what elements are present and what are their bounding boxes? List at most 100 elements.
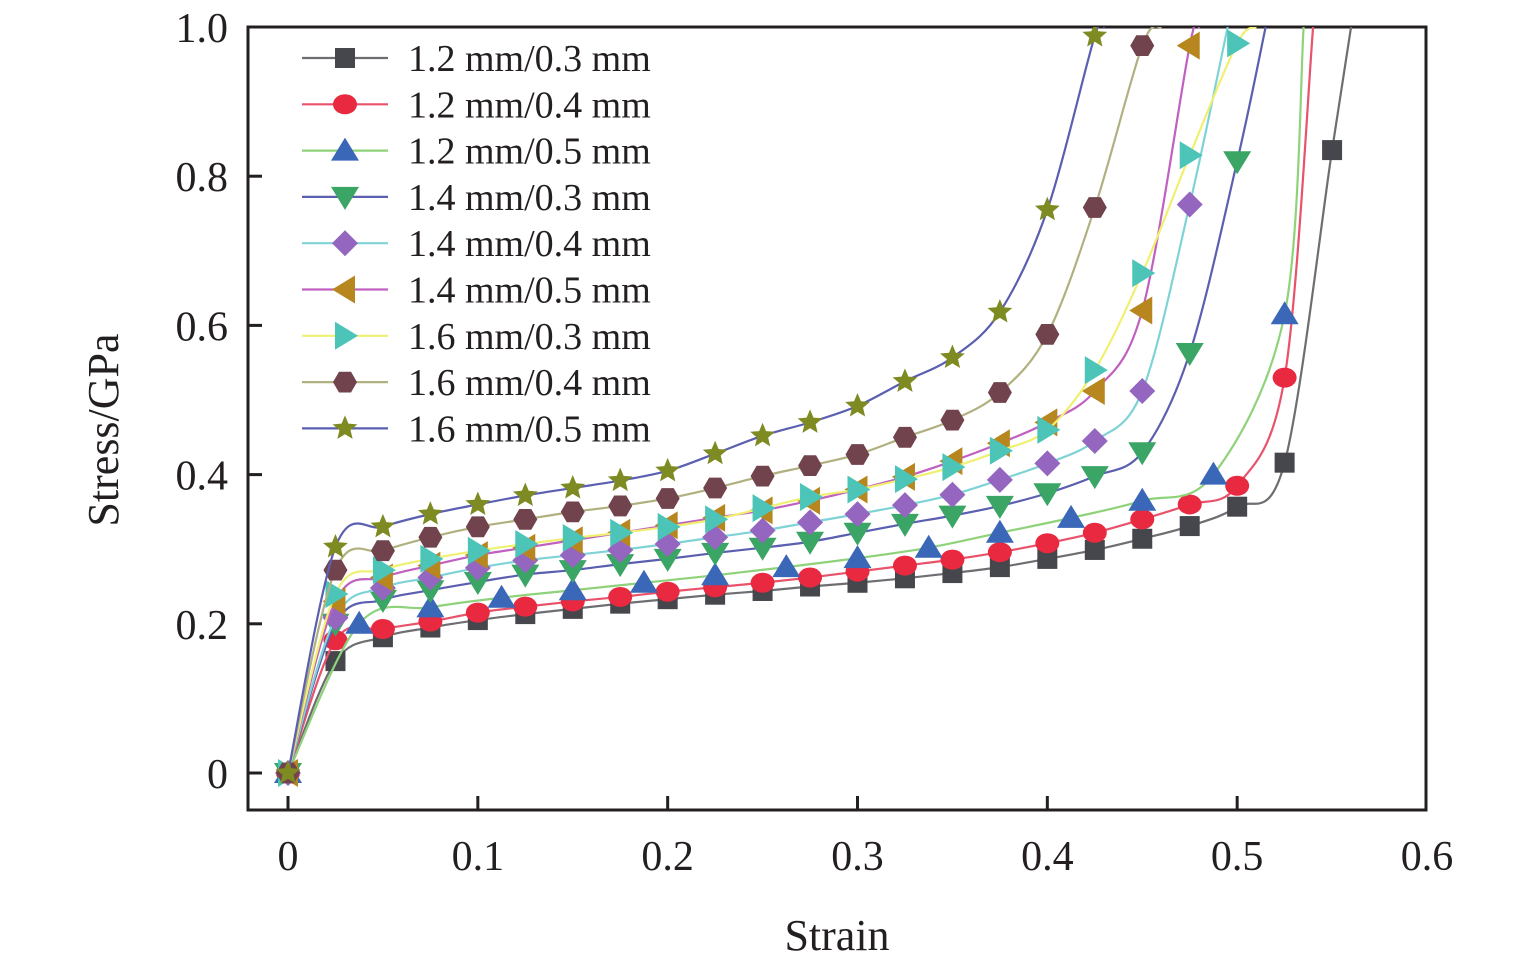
data-point <box>940 409 965 431</box>
data-point <box>1081 428 1108 455</box>
data-point <box>463 572 492 596</box>
data-point <box>703 477 728 499</box>
data-point <box>607 467 633 492</box>
data-point <box>562 524 586 553</box>
data-point <box>655 581 680 602</box>
data-point <box>940 344 965 368</box>
legend-marker <box>332 415 358 439</box>
legend-item: 1.4 mm/0.3 mm <box>302 177 651 219</box>
series-line <box>286 27 1315 774</box>
data-point <box>705 505 729 534</box>
data-point <box>513 596 538 617</box>
data-point <box>608 586 633 607</box>
data-point <box>275 760 301 784</box>
data-point <box>1037 548 1058 569</box>
data-point <box>772 554 801 578</box>
legend-item: 1.2 mm/0.3 mm <box>302 38 651 80</box>
legend-marker <box>332 275 355 304</box>
data-point <box>940 549 965 570</box>
data-point <box>1057 504 1086 528</box>
legend-label: 1.4 mm/0.4 mm <box>408 223 651 265</box>
legend-marker <box>335 48 355 68</box>
data-point <box>1034 196 1060 221</box>
data-point <box>844 501 871 528</box>
legend-label: 1.2 mm/0.3 mm <box>408 38 651 80</box>
data-point <box>465 516 490 538</box>
data-point <box>368 589 397 613</box>
data-point <box>370 513 396 538</box>
data-point <box>843 545 872 569</box>
data-point <box>1270 301 1299 325</box>
data-point <box>1179 516 1200 537</box>
data-point <box>465 491 491 515</box>
data-point <box>892 555 917 576</box>
data-point <box>702 440 728 465</box>
data-point <box>1177 494 1202 515</box>
legend-item: 1.4 mm/0.5 mm <box>302 270 651 312</box>
data-point <box>800 482 824 511</box>
legend-item: 1.4 mm/0.4 mm <box>302 223 651 265</box>
data-point <box>370 540 395 562</box>
data-point <box>416 594 445 618</box>
legend: 1.2 mm/0.3 mm1.2 mm/0.4 mm1.2 mm/0.5 mm1… <box>302 38 651 450</box>
data-point <box>701 542 730 566</box>
data-point <box>796 531 825 555</box>
data-point <box>558 560 587 584</box>
data-point <box>325 579 349 608</box>
data-point <box>1225 475 1250 496</box>
data-point <box>987 542 1012 563</box>
legend-marker <box>333 371 357 393</box>
data-point <box>1132 528 1153 549</box>
y-tick-label: 0.8 <box>176 155 229 201</box>
legend-item: 1.6 mm/0.4 mm <box>302 362 651 404</box>
x-tick-label: 0.3 <box>831 834 884 880</box>
data-point <box>1132 259 1156 288</box>
data-point <box>1227 496 1248 517</box>
legend-label: 1.2 mm/0.5 mm <box>408 131 651 173</box>
data-point <box>323 533 348 558</box>
data-point <box>372 556 396 585</box>
data-point <box>608 495 633 517</box>
data-point <box>370 619 395 640</box>
data-point <box>752 494 776 523</box>
data-point <box>657 512 681 541</box>
x-tick-label: 0.5 <box>1211 834 1264 880</box>
data-point <box>1175 343 1204 367</box>
data-point <box>1035 323 1060 345</box>
data-point <box>892 426 917 448</box>
data-point <box>939 481 966 508</box>
legend-label: 1.6 mm/0.4 mm <box>408 362 651 404</box>
legend-label: 1.2 mm/0.4 mm <box>408 84 651 126</box>
data-point <box>890 513 919 537</box>
legend-item: 1.2 mm/0.5 mm <box>302 131 651 173</box>
data-point <box>511 564 540 588</box>
series-line <box>286 27 1162 774</box>
data-point <box>938 505 967 529</box>
data-point <box>1033 483 1062 507</box>
y-tick-label: 0.4 <box>176 454 229 500</box>
data-point <box>1082 27 1108 47</box>
series-8 <box>276 27 1162 784</box>
legend-label: 1.4 mm/0.3 mm <box>408 177 651 219</box>
data-point <box>1082 522 1107 543</box>
data-point <box>560 475 586 499</box>
data-point <box>610 518 634 547</box>
legend-label: 1.4 mm/0.5 mm <box>408 270 651 312</box>
data-point <box>914 534 943 558</box>
legend-marker <box>333 94 357 115</box>
data-point <box>748 537 777 561</box>
data-point <box>942 453 966 482</box>
legend-label: 1.6 mm/0.5 mm <box>408 408 651 450</box>
data-point <box>750 422 775 447</box>
data-point <box>892 368 918 392</box>
series-7 <box>278 27 1257 787</box>
data-point <box>845 444 870 465</box>
data-point <box>843 522 872 546</box>
series-layer <box>274 27 1353 787</box>
data-point <box>1034 450 1061 477</box>
data-point <box>1272 367 1297 388</box>
data-point <box>989 557 1010 578</box>
legend-marker <box>335 321 358 350</box>
data-point <box>1199 461 1228 485</box>
